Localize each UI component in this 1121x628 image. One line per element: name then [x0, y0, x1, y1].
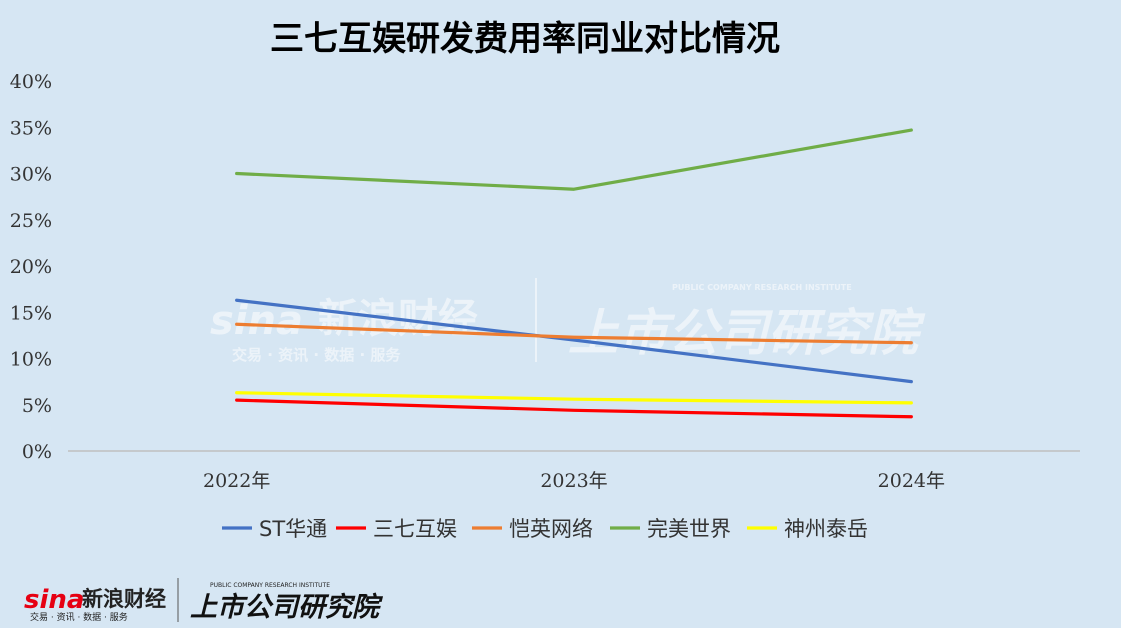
x-tick-label: 2024年: [878, 470, 945, 492]
footer-brand-sub: 交易 · 资讯 · 数据 · 服务: [30, 611, 128, 623]
x-tick-label: 2023年: [540, 470, 607, 492]
legend-label: ST华通: [259, 517, 327, 541]
footer-institute-en: PUBLIC COMPANY RESEARCH INSTITUTE: [210, 582, 330, 589]
x-tick-label: 2022年: [203, 470, 270, 492]
series-line-恺英网络: [235, 322, 913, 345]
series-line-神州泰岳: [235, 391, 913, 405]
y-tick-label: 0%: [22, 441, 52, 463]
y-tick-label: 30%: [10, 164, 52, 186]
legend-label: 三七互娱: [373, 517, 457, 541]
legend-label: 恺英网络: [509, 517, 593, 541]
sina-logo: sina: [24, 585, 84, 615]
y-tick-label: 10%: [10, 349, 52, 371]
y-tick-label: 20%: [10, 256, 52, 278]
watermark-brand-sub: 交易 · 资讯 · 数据 · 服务: [232, 346, 401, 364]
legend-label: 完美世界: [647, 517, 731, 541]
footer-institute: 上市公司研究院: [190, 592, 384, 623]
footer-brand: 新浪财经: [82, 587, 166, 611]
series-line-三七互娱: [235, 398, 913, 419]
y-tick-label: 35%: [10, 117, 52, 139]
footer-logo: sina 新浪财经 交易 · 资讯 · 数据 · 服务 PUBLIC COMPA…: [24, 578, 384, 623]
series-line-ST华通: [235, 298, 913, 384]
legend: ST华通 三七互娱 恺英网络 完美世界 神州泰岳: [222, 517, 868, 541]
series-line-完美世界: [235, 128, 913, 191]
y-tick-label: 40%: [10, 71, 52, 93]
watermark-institute-en: PUBLIC COMPANY RESEARCH INSTITUTE: [672, 283, 852, 292]
y-tick-label: 5%: [22, 395, 52, 417]
axes: 0% 5% 10% 15% 20% 25% 30% 35% 40% 2022年 2023年 2024年: [10, 71, 1080, 492]
y-tick-label: 15%: [10, 302, 52, 324]
series-group: [235, 128, 913, 419]
watermark-center: sina 新浪财经 交易 · 资讯 · 数据 · 服务 PUBLIC COMPA…: [210, 278, 926, 364]
legend-label: 神州泰岳: [784, 517, 868, 541]
watermark-institute: 上市公司研究院: [568, 304, 926, 362]
chart-title: 三七互娱研发费用率同业对比情况: [270, 19, 780, 59]
y-tick-label: 25%: [10, 210, 52, 232]
